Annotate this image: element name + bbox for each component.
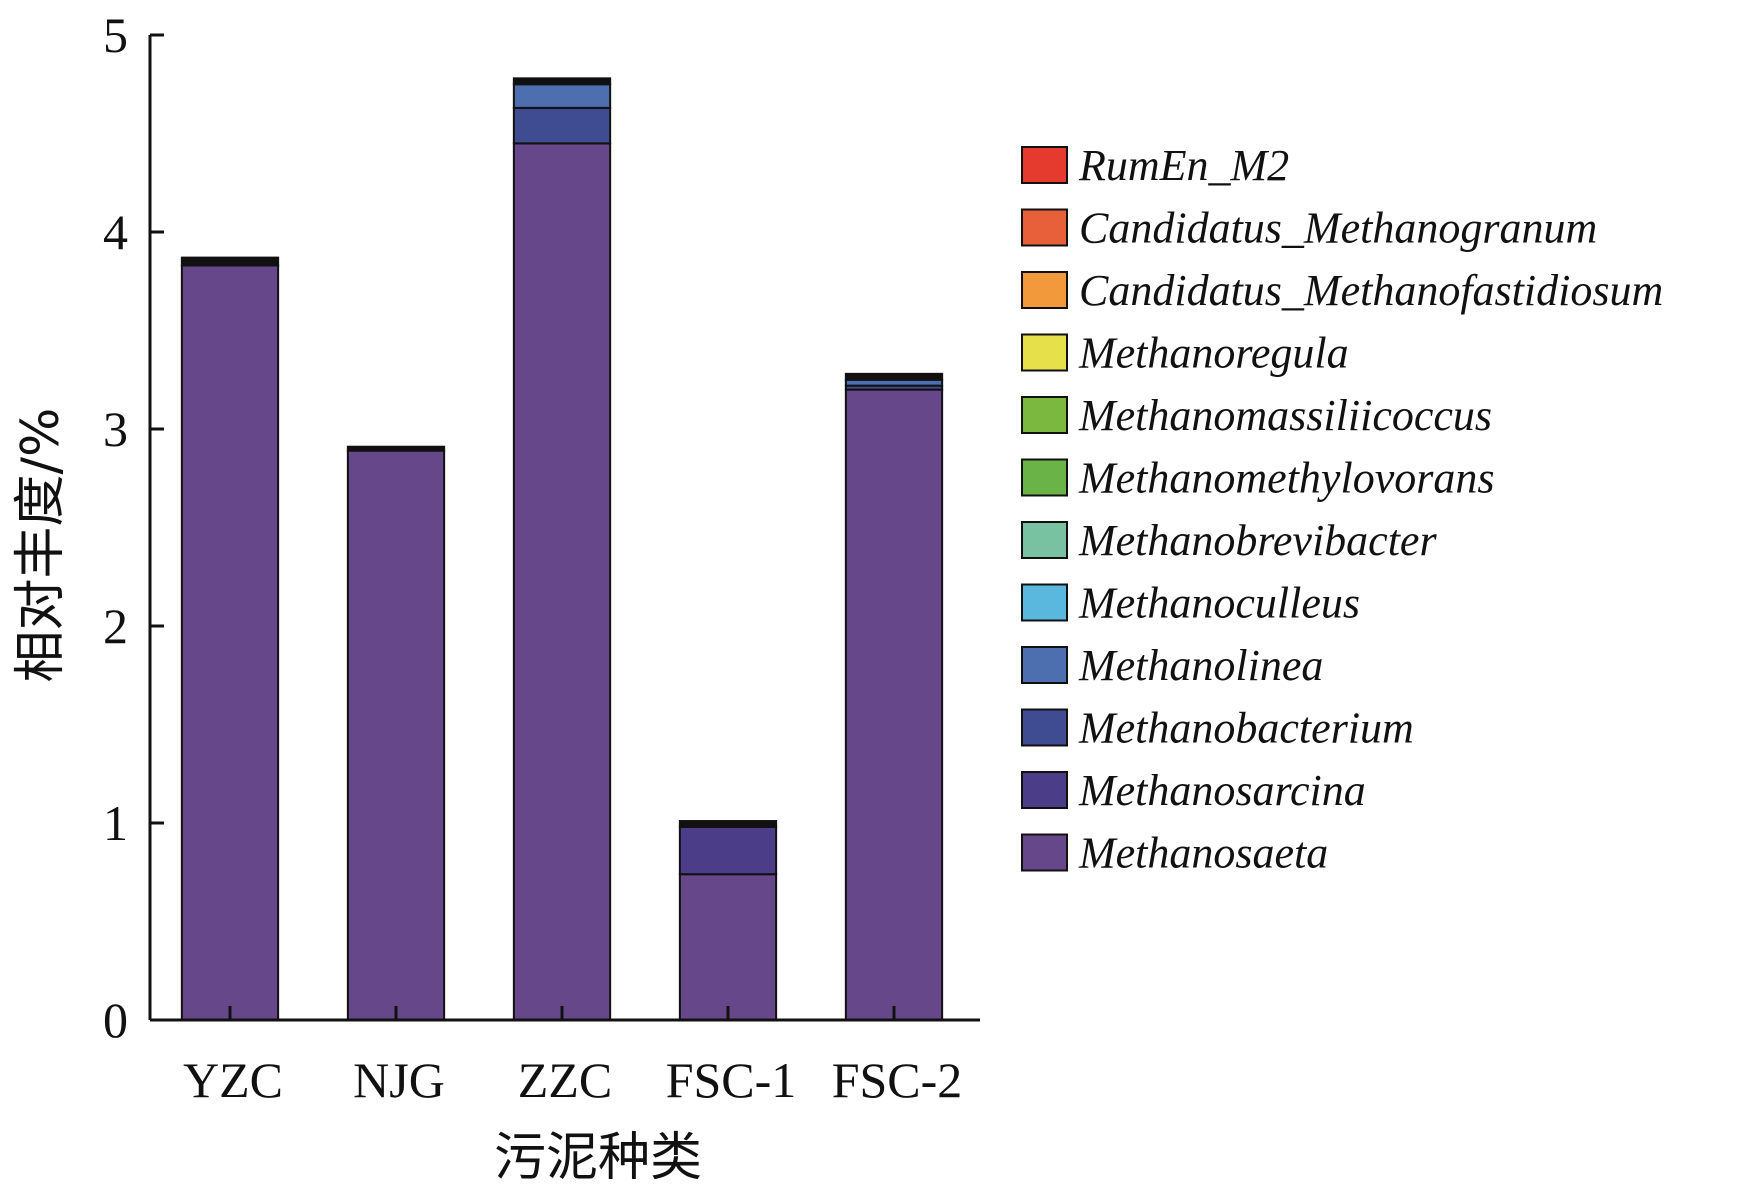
legend-swatch [1021,771,1068,809]
legend-swatch [1021,583,1068,622]
legend-swatch [1021,521,1068,559]
bar-segment [678,825,778,876]
legend-label: Methanomassiliicoccus [1078,391,1492,440]
bar-segment [512,106,612,145]
legend-label: Methanoculleus [1078,579,1360,628]
legend-label: Methanomethylovorans [1078,454,1494,503]
x-tick-label: FSC-2 [832,1052,963,1108]
legend-swatch [1021,208,1068,247]
bar-segment [346,449,446,1022]
legend-label: Methanoregula [1078,329,1349,378]
bar-segment [678,873,778,1021]
x-tick-label: YZC [183,1052,283,1108]
bar-segment [512,142,612,1022]
bar-segment [180,256,280,267]
y-tick-label: 1 [103,795,128,851]
legend-swatch [1021,458,1068,497]
bar-segment [180,264,280,1021]
legend-label: Methanobacterium [1078,704,1414,753]
legend-label: Methanosaeta [1078,829,1328,878]
legend-swatch [1021,708,1068,747]
x-tick-label: NJG [353,1052,445,1108]
legend-swatch [1021,333,1068,372]
bar-segment [512,77,612,86]
bar-segment [844,372,944,381]
x-axis-title: 污泥种类 [494,1128,702,1188]
legend-swatch [1021,833,1068,872]
y-tick-label: 0 [103,992,128,1048]
legend-label: RumEn_M2 [1078,141,1289,190]
y-axis-title: 相对丰度/% [11,408,71,683]
legend-swatch [1021,646,1068,684]
legend-swatch [1021,271,1068,309]
legend-label: Methanobrevibacter [1078,516,1437,565]
axes-layer: 0 1 2 3 4 5 YZC NJG ZZC FSC-1 FSC-2 [103,7,980,1108]
bar-segment [844,388,944,1022]
bars-layer [180,77,944,1022]
legend-swatch [1021,146,1068,184]
legend-label: Candidatus_Methanogranum [1079,204,1597,253]
y-tick-label: 2 [103,598,128,654]
legend-label: Candidatus_Methanofastidiosum [1079,266,1663,315]
legend-label: Methanosarcina [1078,766,1366,815]
y-tick-label: 4 [103,204,128,260]
legend-label: Methanolinea [1078,641,1323,690]
x-tick-label: ZZC [518,1052,612,1108]
bar-segment [678,820,778,828]
bar-segment [346,445,446,452]
x-tick-label: FSC-1 [666,1052,797,1108]
legend-swatch [1021,396,1068,434]
legend: RumEn_M2 Candidatus_Methanogranum Candidat… [1021,141,1663,878]
y-tick-label: 5 [103,7,128,63]
y-tick-label: 3 [103,401,128,457]
bar-segment [512,83,612,109]
